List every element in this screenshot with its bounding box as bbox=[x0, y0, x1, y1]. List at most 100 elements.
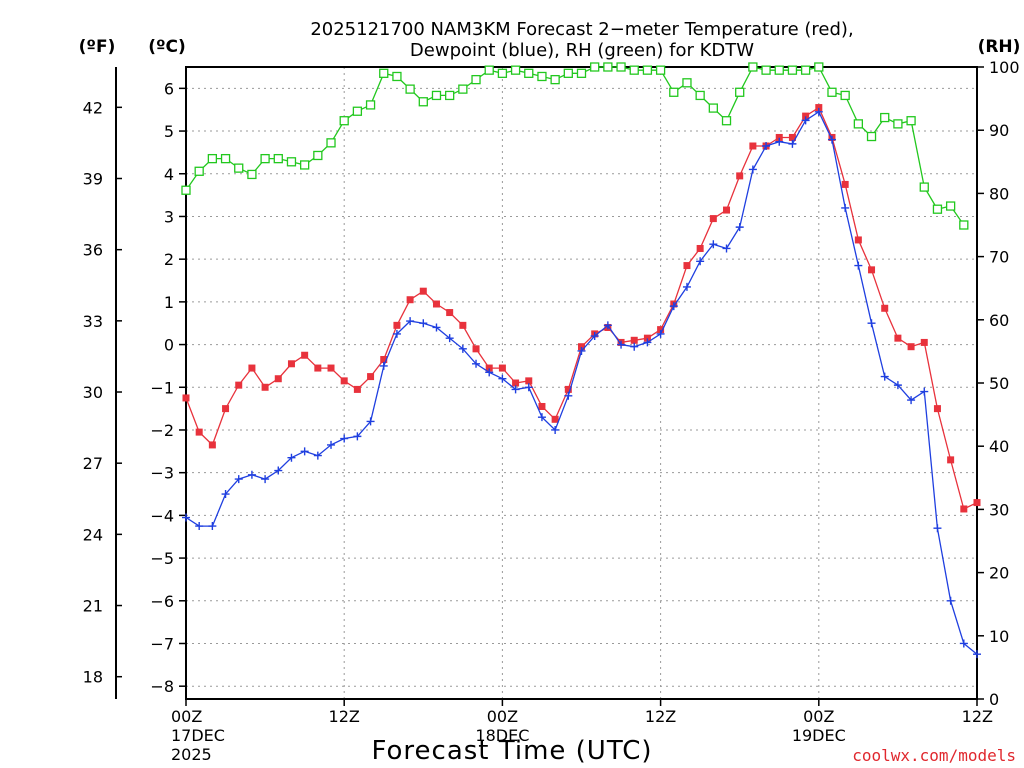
dewpoint-point bbox=[788, 139, 797, 148]
fahrenheit-tick-label: 39 bbox=[83, 170, 103, 189]
temperature-point bbox=[868, 266, 876, 274]
dewpoint-point bbox=[854, 261, 863, 270]
temperature-point bbox=[815, 104, 823, 112]
rh-point bbox=[787, 65, 798, 75]
temperature-point bbox=[208, 441, 216, 449]
temperature-point bbox=[287, 360, 295, 368]
dewpoint-point bbox=[551, 425, 560, 434]
fahrenheit-tick-label: 36 bbox=[83, 241, 103, 260]
rh-point bbox=[866, 131, 877, 142]
temperature-point bbox=[314, 364, 322, 372]
rh-point bbox=[339, 116, 349, 126]
temperature-point bbox=[749, 142, 757, 150]
chart-title-line2: Dewpoint (blue), RH (green) for KDTW bbox=[410, 40, 754, 61]
temperature-point bbox=[512, 379, 520, 387]
dewpoint-point bbox=[880, 372, 889, 381]
temperature-point bbox=[340, 377, 348, 385]
celsius-tick-label: −1 bbox=[150, 378, 174, 397]
rh-point bbox=[194, 166, 204, 176]
rh-point bbox=[814, 62, 824, 72]
dewpoint-point bbox=[735, 223, 744, 232]
rh-tick-label: 70 bbox=[989, 248, 1009, 267]
fahrenheit-tick-label: 21 bbox=[83, 597, 103, 616]
dewpoint-point bbox=[709, 240, 718, 249]
dewpoint-point bbox=[313, 451, 322, 460]
dewpoint-point bbox=[353, 432, 362, 441]
temperature-point bbox=[353, 385, 361, 393]
time-tick-year: 2025 bbox=[171, 745, 212, 764]
temperature-point bbox=[459, 321, 467, 329]
fahrenheit-tick-label: 24 bbox=[83, 525, 103, 544]
temperature-point bbox=[907, 343, 915, 351]
dewpoint-point bbox=[445, 334, 454, 343]
temperature-point bbox=[920, 338, 928, 346]
axes bbox=[115, 66, 978, 700]
rh-point bbox=[721, 116, 732, 126]
temperature-point bbox=[696, 244, 704, 252]
temperature-point bbox=[446, 309, 454, 317]
temperature-point bbox=[235, 381, 243, 389]
rh-point bbox=[313, 150, 323, 161]
rh-point bbox=[392, 71, 402, 82]
dewpoint-point bbox=[208, 522, 217, 531]
celsius-tick-label: −4 bbox=[150, 506, 174, 525]
time-tick-label: 00Z bbox=[171, 707, 202, 726]
dewpoint-point bbox=[340, 434, 349, 443]
temperature-point bbox=[222, 405, 230, 413]
dewpoint-point bbox=[498, 374, 507, 383]
dewpoint-point bbox=[182, 513, 190, 522]
rh-tick-label: 10 bbox=[989, 627, 1009, 646]
rh-point bbox=[510, 65, 521, 75]
rh-point bbox=[273, 153, 283, 164]
time-tick-label: 12Z bbox=[962, 707, 993, 726]
dewpoint-point bbox=[603, 321, 612, 330]
rh-point bbox=[286, 157, 297, 167]
rh-point bbox=[220, 153, 231, 164]
chart-title-line1: 2025121700 NAM3KM Forecast 2−meter Tempe… bbox=[310, 19, 853, 40]
temperature-point bbox=[182, 394, 190, 402]
dewpoint-point bbox=[722, 244, 731, 253]
dewpoint-point bbox=[419, 319, 428, 328]
dewpoint-point bbox=[524, 383, 533, 392]
rh-point bbox=[537, 71, 547, 82]
fahrenheit-tick-label: 33 bbox=[83, 312, 103, 331]
rh-point bbox=[708, 103, 718, 113]
temperature-point bbox=[723, 206, 731, 214]
rh-point bbox=[431, 90, 442, 101]
temperature-point bbox=[736, 172, 744, 180]
temperature-point bbox=[393, 321, 401, 329]
temperature-point bbox=[788, 133, 796, 141]
rh-series bbox=[181, 62, 969, 230]
dewpoint-point bbox=[485, 368, 494, 377]
dewpoint-point bbox=[907, 396, 916, 405]
dewpoint-point bbox=[617, 340, 626, 349]
dewpoint-point bbox=[696, 257, 705, 266]
temperature-point bbox=[564, 385, 572, 393]
rh-point bbox=[880, 112, 890, 123]
x-axis-title: Forecast Time (UTC) bbox=[371, 736, 652, 766]
rh-point bbox=[234, 163, 244, 173]
time-tick-date: 17DEC bbox=[171, 726, 225, 745]
celsius-tick-label: −5 bbox=[150, 549, 174, 568]
dewpoint-point bbox=[933, 524, 942, 533]
rh-point bbox=[616, 62, 626, 72]
temperature-point bbox=[881, 304, 889, 312]
dewpoint-point bbox=[893, 381, 902, 390]
temperature-point bbox=[709, 215, 717, 223]
rh-tick-label: 60 bbox=[989, 311, 1009, 330]
temperature-point bbox=[367, 373, 375, 381]
dewpoint-point bbox=[472, 359, 481, 368]
time-tick-date: 18DEC bbox=[475, 726, 529, 745]
rh-point bbox=[405, 84, 415, 94]
rh-axis-ticks: 0 10 20 30 40 50 60 70 80 90 100 bbox=[977, 58, 1020, 709]
dewpoint-point bbox=[261, 475, 270, 484]
credit-text: coolwx.com/models bbox=[852, 746, 1016, 765]
celsius-tick-label: 6 bbox=[164, 79, 174, 98]
rh-point bbox=[761, 65, 771, 75]
rh-point bbox=[695, 90, 705, 101]
dewpoint-series bbox=[182, 107, 981, 659]
rh-point bbox=[365, 100, 376, 110]
dewpoint-point bbox=[801, 116, 810, 125]
rh-tick-label: 0 bbox=[989, 690, 999, 709]
